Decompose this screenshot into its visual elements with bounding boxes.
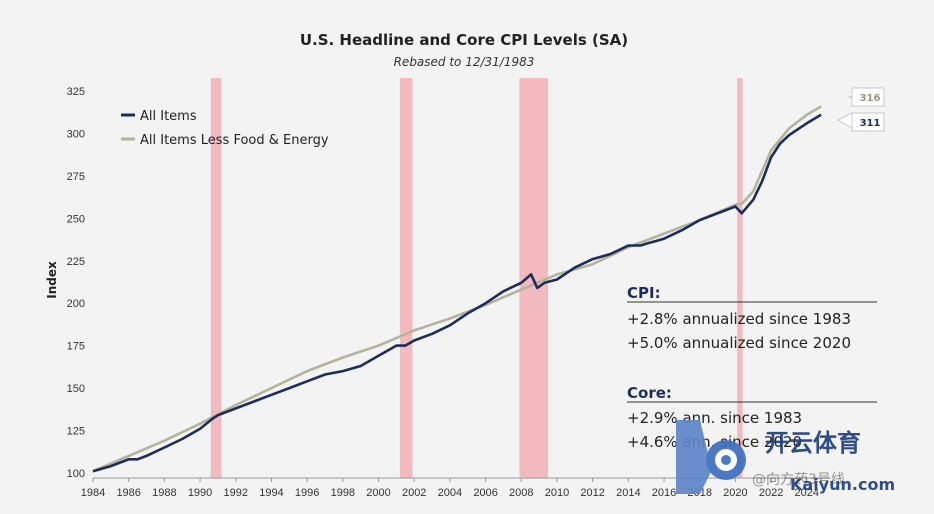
x-tick-2016: 2016 — [652, 487, 676, 499]
annotation-cpi-heading: CPI: — [627, 284, 661, 302]
legend-label-core: All Items Less Food & Energy — [140, 133, 329, 148]
recession-bands — [210, 78, 743, 478]
x-tick-2022: 2022 — [759, 487, 783, 499]
y-tick-125: 125 — [67, 425, 85, 437]
x-tick-2014: 2014 — [616, 487, 640, 499]
x-tick-1992: 1992 — [224, 487, 248, 499]
x-tick-1988: 1988 — [152, 487, 176, 499]
axes: 100 125 150 175 200 225 250 275 300 325 1984 1986 19… — [67, 86, 830, 499]
annotation-block: CPI: +2.8% annualized since 1983 +5.0% a… — [627, 284, 877, 451]
x-tick-1990: 1990 — [188, 487, 212, 499]
x-tick-1984: 1984 — [81, 487, 105, 499]
y-tick-225: 225 — [67, 256, 85, 268]
x-tick-1996: 1996 — [295, 487, 319, 499]
y-tick-200: 200 — [67, 298, 85, 310]
y-tick-150: 150 — [67, 383, 85, 395]
recession-band-3 — [737, 78, 743, 478]
watermark-logo-icon — [676, 420, 746, 494]
chart-title: U.S. Headline and Core CPI Levels (SA) — [300, 31, 628, 49]
legend: All Items All Items Less Food & Energy — [121, 109, 329, 148]
x-tick-2004: 2004 — [438, 487, 462, 499]
x-tick-2012: 2012 — [580, 487, 604, 499]
x-tick-2020: 2020 — [723, 487, 747, 499]
y-tick-300: 300 — [67, 129, 85, 141]
x-tick-1986: 1986 — [116, 487, 140, 499]
watermark-overlay-text: @向方药3号线 — [752, 472, 845, 488]
x-tick-2008: 2008 — [509, 487, 533, 499]
end-label-core: 316 — [848, 87, 885, 107]
annotation-core-heading: Core: — [627, 384, 672, 402]
y-tick-275: 275 — [67, 171, 85, 183]
chart-subtitle: Rebased to 12/31/1983 — [394, 55, 535, 69]
y-tick-325: 325 — [67, 86, 85, 98]
x-tick-2002: 2002 — [402, 487, 426, 499]
watermark-logo-text: 开云体育 — [765, 429, 861, 457]
y-tick-250: 250 — [67, 213, 85, 225]
x-tick-2010: 2010 — [545, 487, 569, 499]
x-tick-1994: 1994 — [259, 487, 283, 499]
x-tick-2006: 2006 — [473, 487, 497, 499]
series-lines — [92, 105, 822, 473]
annotation-cpi-line-2: +5.0% annualized since 2020 — [627, 334, 851, 352]
x-tick-2000: 2000 — [366, 487, 390, 499]
recession-band-1 — [399, 78, 413, 478]
recession-band-0 — [210, 78, 222, 478]
x-tick-2024: 2024 — [795, 487, 819, 499]
annotation-cpi-line-1: +2.8% annualized since 1983 — [627, 310, 851, 328]
end-label-core-value: 316 — [860, 93, 881, 104]
end-label-all-items: 311 — [836, 112, 885, 132]
legend-label-all-items: All Items — [140, 109, 197, 124]
annotation-core-line-1: +2.9% ann. since 1983 — [627, 409, 802, 427]
y-tick-100: 100 — [67, 468, 85, 480]
series-line-core — [92, 105, 822, 473]
end-label-all-items-value: 311 — [860, 118, 881, 129]
watermark: 开云体育 Kaiyun.com @向方药3号线 — [676, 420, 895, 494]
x-tick-1998: 1998 — [331, 487, 355, 499]
watermark-url-text: Kaiyun.com — [790, 475, 895, 494]
annotation-core-line-2: +4.6% ann. since 2020 — [627, 433, 802, 451]
series-line-all-items — [92, 113, 822, 473]
y-tick-175: 175 — [67, 341, 85, 353]
y-axis-label: Index — [45, 261, 59, 299]
